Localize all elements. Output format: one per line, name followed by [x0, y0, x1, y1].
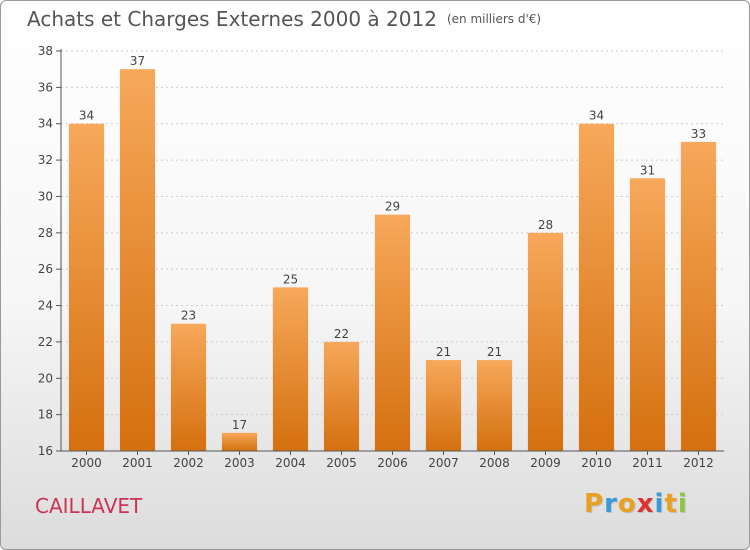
bar[interactable]	[221, 432, 258, 451]
bar-value-label: 22	[334, 327, 349, 341]
bar[interactable]	[578, 123, 615, 451]
x-tick-label: 2003	[224, 456, 255, 470]
bar-value-label: 34	[79, 109, 94, 123]
chart-title-text: Achats et Charges Externes 2000 à 2012	[27, 7, 437, 31]
bar[interactable]	[476, 360, 513, 451]
y-tick-label: 16	[38, 444, 53, 458]
y-tick-label: 22	[38, 335, 53, 349]
x-tick-label: 2001	[122, 456, 153, 470]
bar[interactable]	[170, 323, 207, 451]
bar[interactable]	[323, 341, 360, 451]
axes	[56, 49, 724, 455]
x-tick-label: 2004	[275, 456, 306, 470]
logo-letter: r	[604, 489, 618, 519]
x-tick-label: 2007	[428, 456, 459, 470]
bar[interactable]	[119, 69, 156, 452]
bar[interactable]	[272, 287, 309, 451]
bars	[68, 69, 717, 452]
x-tick-label: 2011	[632, 456, 663, 470]
bar[interactable]	[425, 360, 462, 451]
bar-value-label: 17	[232, 418, 247, 432]
bar[interactable]	[527, 232, 564, 451]
y-tick-label: 24	[38, 299, 53, 313]
y-tick-label: 30	[38, 189, 53, 203]
chart-unit: (en milliers d'€)	[446, 12, 542, 26]
x-tick-label: 2006	[377, 456, 408, 470]
bar-value-label: 37	[130, 54, 145, 68]
bar-value-label: 28	[538, 218, 553, 232]
y-tick-label: 18	[38, 408, 53, 422]
bar[interactable]	[68, 123, 105, 451]
labels: 16 18 20 22 24 26 28 30 32 34 36 38 34 2000 37 2001 23 20…	[38, 44, 714, 470]
commune-name: CAILLAVET	[35, 494, 143, 518]
x-tick-label: 2009	[530, 456, 561, 470]
bar[interactable]	[629, 178, 666, 451]
y-tick-label: 20	[38, 371, 53, 385]
y-tick-label: 32	[38, 153, 53, 167]
x-tick-label: 2008	[479, 456, 510, 470]
bar[interactable]	[374, 214, 411, 451]
y-tick-label: 38	[38, 44, 53, 58]
x-tick-label: 2002	[173, 456, 204, 470]
y-tick-label: 34	[38, 117, 53, 131]
logo-letter: P	[584, 489, 605, 519]
logo-letter: t	[664, 489, 678, 519]
x-tick-label: 2000	[71, 456, 102, 470]
bar-value-label: 21	[436, 345, 451, 359]
chart-title: Achats et Charges Externes 2000 à 2012 (e…	[27, 7, 541, 31]
bar-value-label: 34	[589, 109, 604, 123]
bar-value-label: 33	[691, 127, 706, 141]
bar-value-label: 21	[487, 345, 502, 359]
logo-letter: x	[636, 489, 655, 519]
x-tick-label: 2012	[683, 456, 714, 470]
logo-letter: o	[617, 489, 637, 519]
logo-letter: i	[654, 489, 665, 519]
bar-value-label: 31	[640, 163, 655, 177]
bar-value-label: 25	[283, 272, 298, 286]
logo-letter: i	[677, 489, 688, 519]
bar-value-label: 23	[181, 309, 196, 323]
bar-value-label: 29	[385, 200, 400, 214]
bar[interactable]	[680, 141, 717, 451]
proxiti-logo[interactable]: Proxiti	[584, 489, 688, 519]
x-tick-label: 2010	[581, 456, 612, 470]
x-tick-label: 2005	[326, 456, 357, 470]
y-tick-label: 36	[38, 80, 53, 94]
y-tick-label: 28	[38, 226, 53, 240]
y-tick-label: 26	[38, 262, 53, 276]
